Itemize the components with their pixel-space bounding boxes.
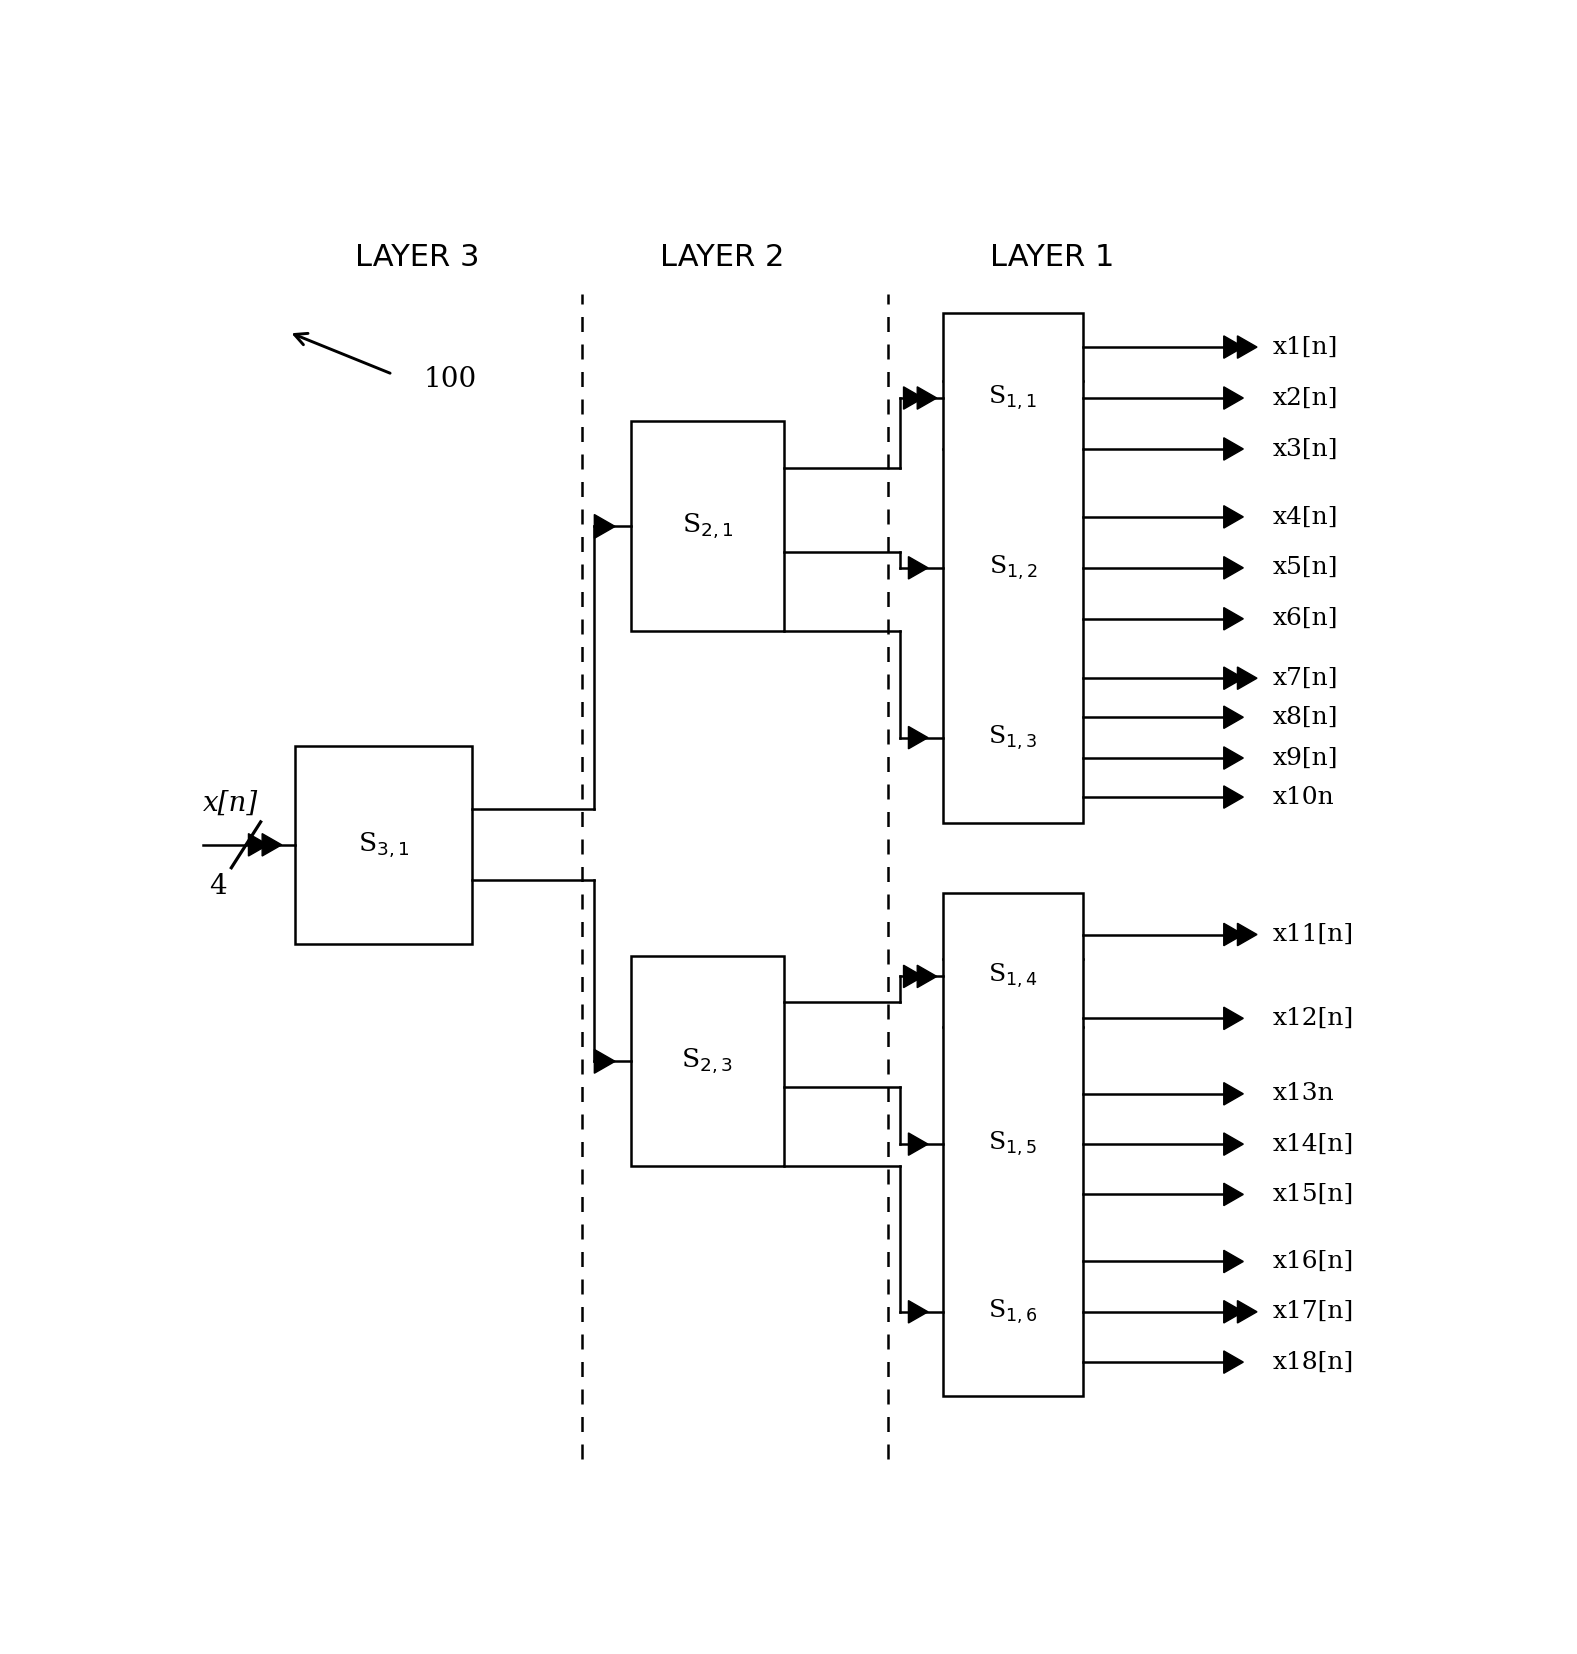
- Polygon shape: [1224, 1183, 1243, 1206]
- Polygon shape: [1224, 706, 1243, 728]
- Polygon shape: [1238, 336, 1257, 359]
- Text: x3[n]: x3[n]: [1273, 437, 1339, 460]
- Text: x16[n]: x16[n]: [1273, 1250, 1355, 1274]
- Text: S$_{2,3}$: S$_{2,3}$: [681, 1047, 733, 1077]
- Polygon shape: [1224, 1133, 1243, 1156]
- Text: S$_{1,3}$: S$_{1,3}$: [989, 723, 1038, 751]
- Polygon shape: [1224, 557, 1243, 579]
- Text: S$_{2,1}$: S$_{2,1}$: [681, 511, 733, 541]
- Polygon shape: [1224, 438, 1243, 460]
- Polygon shape: [908, 1133, 927, 1156]
- Text: 4: 4: [210, 873, 227, 900]
- Polygon shape: [1238, 923, 1257, 946]
- Bar: [295, 746, 472, 943]
- Text: x[n]: x[n]: [203, 791, 259, 817]
- Text: S$_{1,1}$: S$_{1,1}$: [989, 384, 1038, 412]
- Polygon shape: [1224, 1250, 1243, 1272]
- Text: x12[n]: x12[n]: [1273, 1007, 1355, 1030]
- Text: x2[n]: x2[n]: [1273, 387, 1339, 410]
- Bar: [631, 422, 784, 632]
- Text: x6[n]: x6[n]: [1273, 607, 1339, 630]
- Polygon shape: [595, 514, 615, 538]
- Text: x1[n]: x1[n]: [1273, 336, 1337, 359]
- Polygon shape: [1224, 748, 1243, 769]
- Text: x9[n]: x9[n]: [1273, 746, 1339, 769]
- Polygon shape: [1224, 336, 1243, 359]
- Text: x8[n]: x8[n]: [1273, 706, 1339, 729]
- Text: LAYER 3: LAYER 3: [355, 243, 479, 271]
- Polygon shape: [1224, 1083, 1243, 1105]
- Polygon shape: [1224, 1007, 1243, 1029]
- Text: 100: 100: [423, 366, 476, 394]
- Text: S$_{1,6}$: S$_{1,6}$: [989, 1298, 1038, 1327]
- Bar: [943, 313, 1083, 822]
- Text: S$_{1,2}$: S$_{1,2}$: [989, 554, 1038, 582]
- Text: x10n: x10n: [1273, 786, 1334, 809]
- Text: LAYER 1: LAYER 1: [990, 243, 1115, 271]
- Polygon shape: [249, 834, 268, 857]
- Text: x13n: x13n: [1273, 1082, 1334, 1105]
- Polygon shape: [1224, 1300, 1243, 1323]
- Polygon shape: [908, 726, 927, 749]
- Text: x15[n]: x15[n]: [1273, 1183, 1355, 1206]
- Polygon shape: [1224, 786, 1243, 809]
- Polygon shape: [908, 557, 927, 579]
- Polygon shape: [595, 1049, 615, 1073]
- Text: x14[n]: x14[n]: [1273, 1133, 1355, 1156]
- Bar: [631, 956, 784, 1166]
- Bar: [943, 893, 1083, 1396]
- Polygon shape: [262, 834, 282, 857]
- Polygon shape: [918, 966, 937, 987]
- Text: x17[n]: x17[n]: [1273, 1300, 1355, 1323]
- Polygon shape: [908, 1300, 927, 1323]
- Text: x7[n]: x7[n]: [1273, 667, 1339, 690]
- Polygon shape: [1224, 667, 1243, 690]
- Text: x5[n]: x5[n]: [1273, 556, 1339, 579]
- Polygon shape: [1224, 1351, 1243, 1373]
- Text: x18[n]: x18[n]: [1273, 1351, 1355, 1373]
- Polygon shape: [1224, 923, 1243, 946]
- Text: x4[n]: x4[n]: [1273, 506, 1339, 528]
- Text: x11[n]: x11[n]: [1273, 923, 1353, 946]
- Polygon shape: [918, 387, 937, 409]
- Polygon shape: [1238, 1300, 1257, 1323]
- Polygon shape: [1224, 506, 1243, 528]
- Polygon shape: [1224, 607, 1243, 630]
- Polygon shape: [1238, 667, 1257, 690]
- Text: S$_{1,4}$: S$_{1,4}$: [989, 963, 1038, 991]
- Polygon shape: [904, 387, 923, 409]
- Polygon shape: [904, 966, 923, 987]
- Text: LAYER 2: LAYER 2: [661, 243, 785, 271]
- Polygon shape: [1224, 387, 1243, 409]
- Text: S$_{3,1}$: S$_{3,1}$: [358, 830, 410, 860]
- Text: S$_{1,5}$: S$_{1,5}$: [989, 1130, 1038, 1158]
